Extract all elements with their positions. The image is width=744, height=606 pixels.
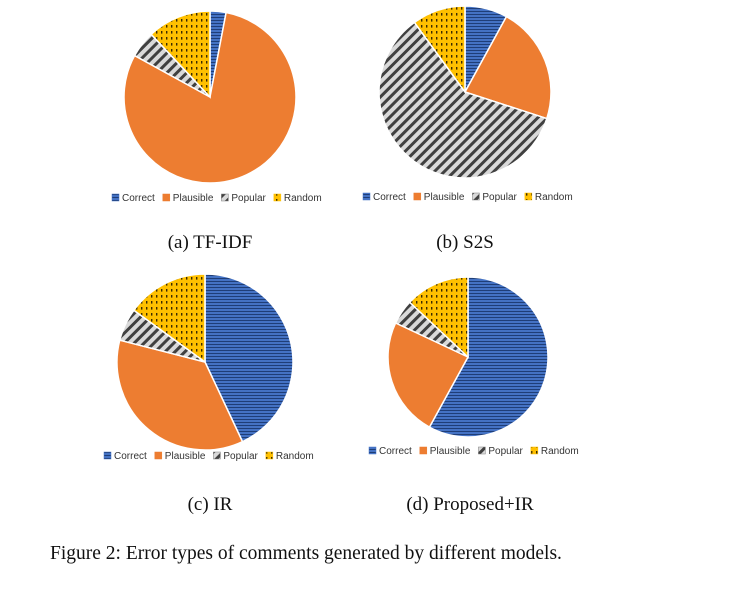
subfigure-caption: (a) TF-IDF: [168, 232, 253, 253]
legend-label-random: Random: [541, 446, 579, 457]
pie-chart-1: Correct Plausible Popular Random (a) TF-IDF: [111, 10, 322, 253]
pie-slice-random: [150, 10, 211, 99]
legend-swatch-correct: [103, 451, 112, 460]
legend-swatch-random: [273, 193, 282, 202]
legend-swatch-random: [265, 451, 274, 460]
pie-slice-plausible: [387, 321, 470, 429]
pie-slice-correct: [428, 276, 549, 438]
chart-legend: Correct Plausible Popular Random: [368, 446, 579, 457]
legend-label-popular: Popular: [482, 192, 517, 203]
legend-label-plausible: Plausible: [424, 192, 465, 203]
chart-legend: Correct Plausible Popular Random: [111, 193, 322, 204]
subfigure-caption: (b) S2S: [436, 232, 494, 253]
legend-swatch-plausible: [154, 451, 163, 460]
legend-swatch-popular: [221, 193, 229, 202]
legend-label-plausible: Plausible: [430, 446, 471, 457]
legend-swatch-popular: [472, 192, 480, 201]
legend-swatch-plausible: [419, 446, 428, 455]
legend-label-popular: Popular: [231, 193, 266, 204]
pie-slice-plausible: [116, 339, 244, 451]
legend-swatch-correct: [362, 192, 371, 201]
legend-label-correct: Correct: [114, 451, 147, 462]
legend-swatch-correct: [368, 446, 377, 455]
legend-label-random: Random: [276, 451, 314, 462]
legend-swatch-popular: [478, 446, 486, 455]
pie-slice-popular: [378, 21, 548, 179]
legend-swatch-correct: [111, 193, 120, 202]
pie-slice-random: [413, 5, 466, 95]
legend-label-correct: Correct: [373, 192, 406, 203]
figure-caption: Figure 2: Error types of comments genera…: [50, 543, 562, 564]
legend-swatch-popular: [213, 451, 221, 460]
legend-swatch-random: [524, 192, 533, 201]
legend-label-correct: Correct: [379, 446, 412, 457]
legend-label-plausible: Plausible: [173, 193, 214, 204]
legend-label-random: Random: [284, 193, 322, 204]
pie-chart-4: Correct Plausible Popular Random (d) Propose…: [368, 276, 579, 515]
pie-slice-correct: [204, 273, 294, 443]
legend-label-correct: Correct: [122, 193, 155, 204]
legend-swatch-plausible: [413, 192, 422, 201]
chart-legend: Correct Plausible Popular Random: [103, 451, 314, 462]
pie-chart-3: Correct Plausible Popular Random (c) IR: [103, 273, 314, 515]
pie-slice-random: [408, 276, 469, 359]
subfigure-caption: (c) IR: [188, 494, 233, 515]
legend-label-popular: Popular: [488, 446, 523, 457]
legend-swatch-plausible: [162, 193, 171, 202]
legend-swatch-random: [530, 446, 539, 455]
pie-slice-plausible: [463, 15, 552, 120]
chart-legend: Correct Plausible Popular Random: [362, 192, 573, 203]
legend-label-plausible: Plausible: [165, 451, 206, 462]
legend-label-random: Random: [535, 192, 573, 203]
pie-chart-2: Correct Plausible Popular Random (b) S2S: [362, 5, 573, 253]
legend-label-popular: Popular: [223, 451, 258, 462]
pie-slice-random: [132, 273, 206, 364]
subfigure-caption: (d) Proposed+IR: [406, 494, 534, 515]
